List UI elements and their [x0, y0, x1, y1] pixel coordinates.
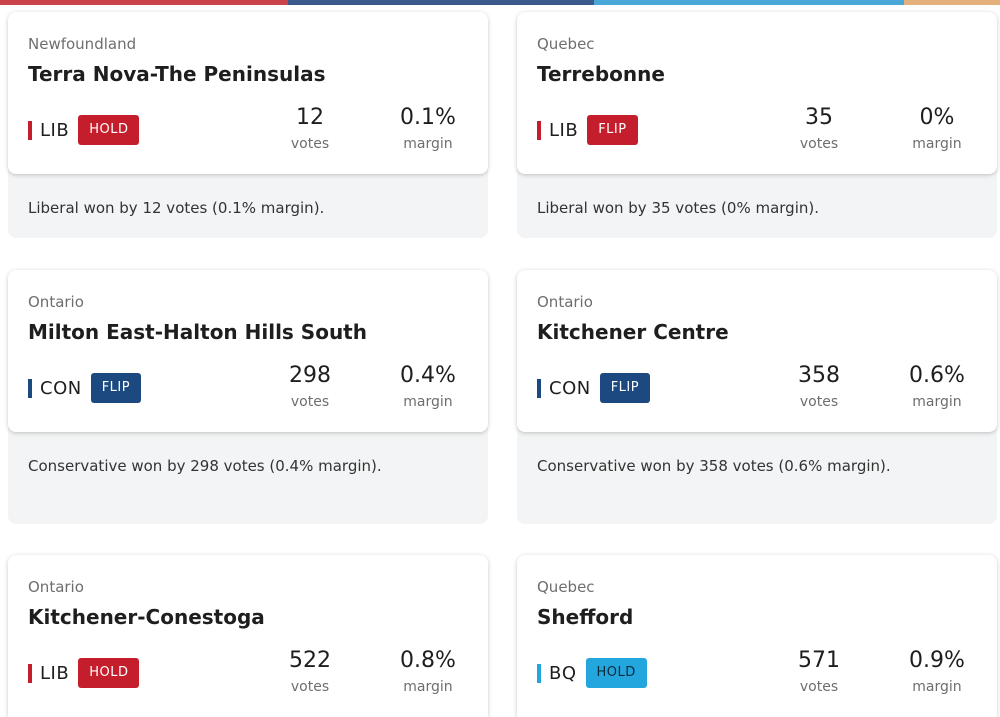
- margin-label: margin: [403, 679, 453, 695]
- result-summary: Conservative won by 358 votes (0.6% marg…: [537, 457, 891, 475]
- margin-stat: 0.4% margin: [378, 362, 478, 410]
- top-bar-segment: [904, 0, 1000, 5]
- margin-label: margin: [912, 136, 962, 152]
- party-result: BQ HOLD: [537, 658, 647, 688]
- riding-card-header: Quebec Terrebonne LIB FLIP 35 votes 0% m…: [517, 12, 997, 174]
- riding-card[interactable]: Quebec Shefford BQ HOLD 571 votes 0.9% m…: [517, 555, 997, 717]
- party-color-stripe: [537, 378, 541, 398]
- riding-card-header: Quebec Shefford BQ HOLD 571 votes 0.9% m…: [517, 555, 997, 717]
- votes-stat: 12 votes: [260, 104, 360, 152]
- party-result: CON FLIP: [28, 373, 142, 403]
- votes-stat: 571 votes: [769, 647, 869, 695]
- result-summary: Liberal won by 12 votes (0.1% margin).: [28, 199, 325, 217]
- riding-name: Kitchener Centre: [537, 320, 729, 344]
- province-label: Ontario: [28, 293, 84, 311]
- margin-label: margin: [403, 394, 453, 410]
- riding-card-header: Newfoundland Terra Nova-The Peninsulas L…: [8, 12, 488, 174]
- margin-value: 0%: [919, 105, 955, 130]
- riding-card[interactable]: Ontario Kitchener Centre CON FLIP 358 vo…: [517, 270, 997, 524]
- province-label: Ontario: [28, 578, 84, 596]
- margin-stat: 0% margin: [887, 104, 987, 152]
- margin-stat: 0.1% margin: [378, 104, 478, 152]
- votes-value: 12: [296, 105, 324, 130]
- party-code: CON: [549, 377, 591, 399]
- riding-card[interactable]: Newfoundland Terra Nova-The Peninsulas L…: [8, 12, 488, 238]
- status-badge: FLIP: [599, 373, 651, 403]
- margin-stat: 0.8% margin: [378, 647, 478, 695]
- top-color-bar: [0, 0, 1000, 5]
- party-color-stripe: [537, 120, 541, 140]
- votes-stat: 35 votes: [769, 104, 869, 152]
- result-summary: Liberal won by 35 votes (0% margin).: [537, 199, 819, 217]
- status-badge: FLIP: [587, 115, 638, 145]
- top-bar-segment: [0, 0, 288, 5]
- province-label: Quebec: [537, 35, 595, 53]
- status-badge: HOLD: [78, 658, 140, 688]
- riding-name: Milton East-Halton Hills South: [28, 320, 367, 344]
- riding-name: Terrebonne: [537, 62, 665, 86]
- votes-value: 298: [289, 363, 331, 388]
- votes-stat: 522 votes: [260, 647, 360, 695]
- margin-value: 0.6%: [909, 363, 965, 388]
- riding-card-header: Ontario Kitchener Centre CON FLIP 358 vo…: [517, 270, 997, 432]
- party-result: LIB FLIP: [537, 115, 638, 145]
- status-badge: FLIP: [90, 373, 142, 403]
- party-code: LIB: [40, 662, 70, 684]
- riding-card[interactable]: Ontario Milton East-Halton Hills South C…: [8, 270, 488, 524]
- margin-value: 0.8%: [400, 648, 456, 673]
- party-code: LIB: [40, 119, 70, 141]
- votes-label: votes: [799, 679, 839, 695]
- margin-label: margin: [912, 394, 962, 410]
- party-result: LIB HOLD: [28, 658, 140, 688]
- party-code: CON: [40, 377, 82, 399]
- province-label: Ontario: [537, 293, 593, 311]
- riding-card-header: Ontario Milton East-Halton Hills South C…: [8, 270, 488, 432]
- province-label: Newfoundland: [28, 35, 137, 53]
- votes-label: votes: [799, 394, 839, 410]
- margin-label: margin: [912, 679, 962, 695]
- riding-card[interactable]: Quebec Terrebonne LIB FLIP 35 votes 0% m…: [517, 12, 997, 238]
- votes-value: 35: [805, 105, 833, 130]
- margin-value: 0.9%: [909, 648, 965, 673]
- votes-label: votes: [290, 394, 330, 410]
- votes-label: votes: [290, 136, 330, 152]
- votes-value: 571: [798, 648, 840, 673]
- party-color-stripe: [28, 663, 32, 683]
- status-badge: HOLD: [585, 658, 647, 688]
- votes-stat: 358 votes: [769, 362, 869, 410]
- party-result: CON FLIP: [537, 373, 651, 403]
- riding-card[interactable]: Ontario Kitchener-Conestoga LIB HOLD 522…: [8, 555, 488, 717]
- party-color-stripe: [28, 120, 32, 140]
- margin-stat: 0.6% margin: [887, 362, 987, 410]
- party-code: BQ: [549, 662, 577, 684]
- votes-value: 358: [798, 363, 840, 388]
- margin-value: 0.4%: [400, 363, 456, 388]
- riding-card-header: Ontario Kitchener-Conestoga LIB HOLD 522…: [8, 555, 488, 717]
- party-color-stripe: [537, 663, 541, 683]
- margin-value: 0.1%: [400, 105, 456, 130]
- party-code: LIB: [549, 119, 579, 141]
- party-result: LIB HOLD: [28, 115, 140, 145]
- margin-label: margin: [403, 136, 453, 152]
- party-color-stripe: [28, 378, 32, 398]
- result-summary: Conservative won by 298 votes (0.4% marg…: [28, 457, 382, 475]
- riding-name: Kitchener-Conestoga: [28, 605, 265, 629]
- margin-stat: 0.9% margin: [887, 647, 987, 695]
- votes-stat: 298 votes: [260, 362, 360, 410]
- top-bar-segment: [594, 0, 904, 5]
- votes-value: 522: [289, 648, 331, 673]
- province-label: Quebec: [537, 578, 595, 596]
- riding-name: Shefford: [537, 605, 634, 629]
- top-bar-segment: [288, 0, 594, 5]
- riding-name: Terra Nova-The Peninsulas: [28, 62, 326, 86]
- votes-label: votes: [799, 136, 839, 152]
- votes-label: votes: [290, 679, 330, 695]
- status-badge: HOLD: [78, 115, 140, 145]
